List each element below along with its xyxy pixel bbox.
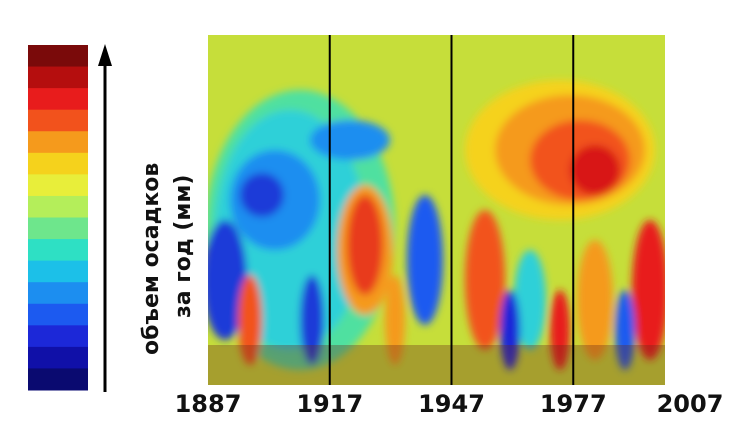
- colorbar-swatch: [28, 174, 88, 197]
- x-tick-label: 1887: [175, 390, 242, 418]
- colorbar-swatch: [28, 88, 88, 111]
- colorbar-swatch: [28, 303, 88, 326]
- colorbar-swatch: [28, 368, 88, 391]
- y-label: за год (мм): [171, 175, 196, 318]
- colorbar-swatch: [28, 217, 88, 240]
- colorbar-swatch: [28, 346, 88, 369]
- colorbar-swatch: [28, 325, 88, 348]
- y-label: объем осадков: [139, 163, 164, 355]
- colorbar-swatch: [28, 239, 88, 262]
- colorbar-swatch: [28, 260, 88, 283]
- contour-field: [208, 35, 665, 385]
- colorbar-swatch: [28, 66, 88, 89]
- x-tick-label: 1947: [418, 390, 485, 418]
- arrow-head: [98, 44, 112, 66]
- x-tick-label: 1917: [296, 390, 363, 418]
- colorbar-swatch: [28, 109, 88, 132]
- colorbar-swatch: [28, 282, 88, 305]
- colorbar-swatch: [28, 152, 88, 175]
- colorbar-swatch: [28, 131, 88, 154]
- colorbar-swatch: [28, 195, 88, 218]
- x-tick-label: 1977: [540, 390, 607, 418]
- x-tick-label: 2007: [657, 390, 724, 418]
- colorbar-swatch: [28, 45, 88, 68]
